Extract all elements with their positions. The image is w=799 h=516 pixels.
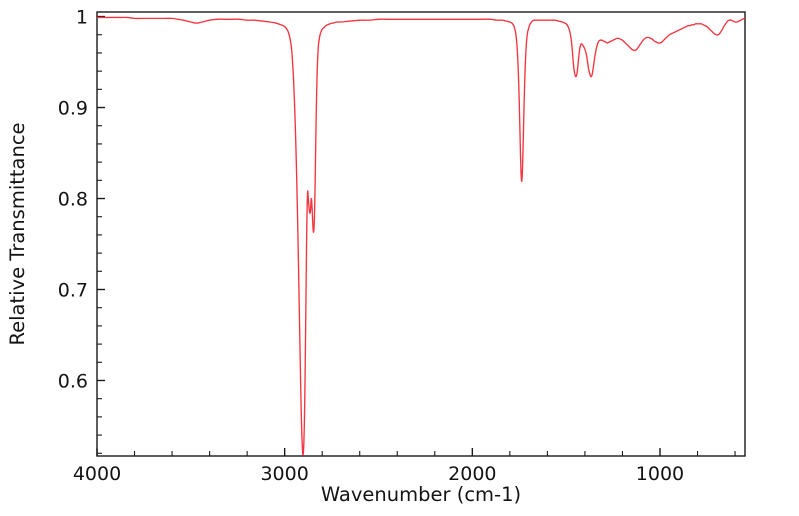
x-tick-label: 3000 bbox=[260, 463, 308, 485]
axes bbox=[96, 11, 746, 457]
y-tick-label: 0.7 bbox=[58, 280, 88, 302]
x-tick-label: 1000 bbox=[636, 463, 684, 485]
x-axis-title: Wavenumber (cm-1) bbox=[321, 483, 521, 506]
y-tick-label: 0.8 bbox=[58, 189, 88, 211]
tick-labels: 4000 3000 2000 1000 1 0.9 0.8 0.7 0.6 bbox=[58, 7, 684, 485]
x-tick-label: 4000 bbox=[73, 463, 121, 485]
spectrum-line bbox=[97, 16, 745, 456]
x-tick-label: 2000 bbox=[448, 463, 496, 485]
y-tick-label: 0.9 bbox=[58, 98, 88, 120]
y-axis-title: Relative Transmittance bbox=[6, 122, 29, 345]
plot-frame bbox=[96, 11, 746, 457]
axis-ticks bbox=[96, 15, 736, 456]
spectrum-curve bbox=[97, 16, 745, 456]
y-tick-label: 0.6 bbox=[58, 370, 88, 392]
y-tick-label: 1 bbox=[76, 7, 88, 29]
